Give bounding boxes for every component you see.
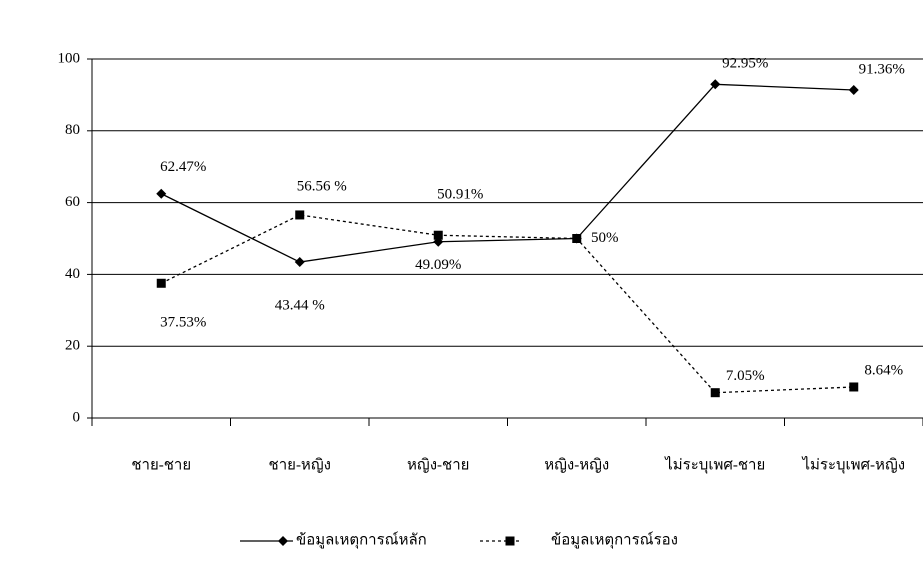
legend-label: ข้อมูลเหตุการณ์หลัก bbox=[296, 531, 427, 549]
square-marker bbox=[849, 382, 859, 392]
legend-label: ข้อมูลเหตุการณ์รอง bbox=[551, 531, 678, 549]
y-tick-label: 60 bbox=[65, 194, 80, 210]
x-tick-label: หญิง-หญิง bbox=[544, 456, 609, 473]
x-tick-label: ไม่ระบุเพศ-หญิง bbox=[801, 455, 905, 474]
y-tick-label: 100 bbox=[58, 50, 81, 66]
diamond-marker bbox=[848, 85, 859, 96]
x-tick-label: ชาย-ชาย bbox=[131, 457, 191, 473]
y-tick-label: 80 bbox=[65, 122, 80, 138]
series-line bbox=[160, 83, 854, 263]
diamond-marker bbox=[278, 536, 288, 546]
square-marker bbox=[505, 536, 515, 546]
y-tick-label: 40 bbox=[65, 266, 80, 282]
square-marker bbox=[572, 234, 582, 243]
square-marker bbox=[710, 388, 720, 398]
data-label: 43.44 % bbox=[275, 297, 325, 313]
diamond-marker bbox=[294, 257, 305, 268]
x-tick-label: ชาย-หญิง bbox=[269, 456, 331, 473]
data-label: 37.53% bbox=[160, 315, 206, 331]
x-tick-label: ไม่ระบุเพศ-ชาย bbox=[664, 455, 765, 474]
y-tick-label: 20 bbox=[65, 338, 80, 354]
square-marker bbox=[433, 230, 443, 240]
data-label: 50.91% bbox=[437, 187, 483, 203]
data-label: 91.36% bbox=[859, 61, 905, 77]
data-label: 49.09% bbox=[415, 257, 461, 273]
diamond-marker bbox=[710, 79, 721, 90]
series-line bbox=[160, 214, 854, 394]
square-marker bbox=[295, 210, 305, 220]
data-label: 50% bbox=[591, 230, 619, 246]
diamond-marker bbox=[156, 188, 167, 199]
square-marker bbox=[156, 278, 166, 288]
data-label: 7.05% bbox=[726, 368, 765, 384]
y-tick-label: 0 bbox=[73, 409, 81, 425]
data-label: 92.95% bbox=[722, 56, 768, 72]
data-label: 8.64% bbox=[864, 362, 903, 378]
x-tick-label: หญิง-ชาย bbox=[407, 456, 469, 473]
data-label: 62.47% bbox=[160, 159, 206, 175]
data-label: 56.56 % bbox=[297, 178, 347, 194]
